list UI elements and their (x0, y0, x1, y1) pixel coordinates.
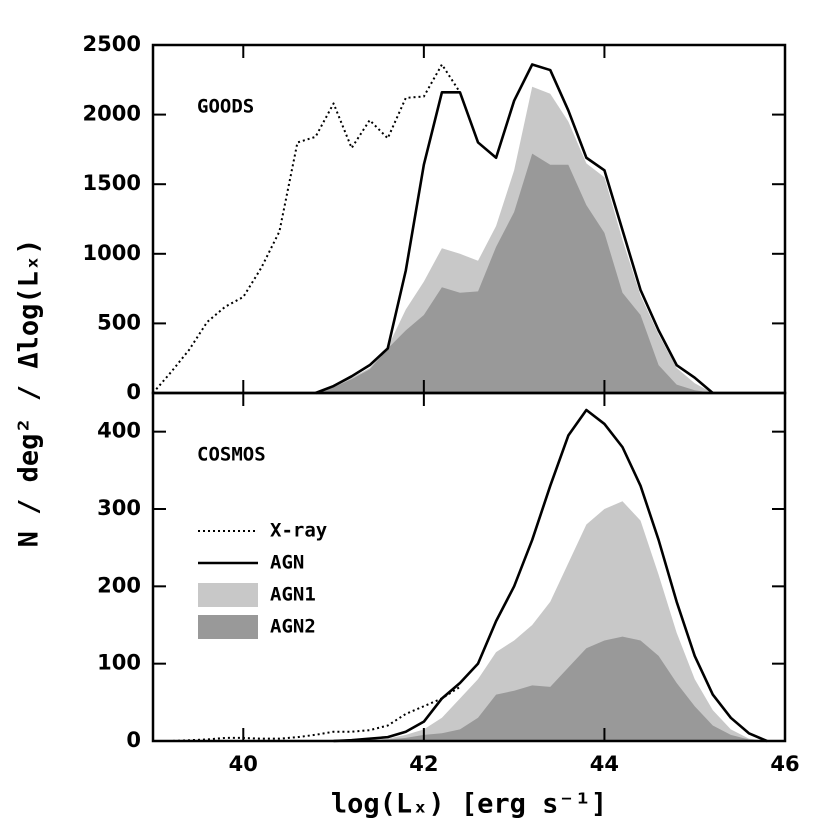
y-tick-label: 300 (97, 496, 141, 520)
line (152, 63, 461, 394)
area (315, 153, 713, 393)
y-tick-label: 1000 (83, 241, 141, 265)
y-tick-label: 2000 (83, 102, 141, 126)
y-tick-label: 200 (97, 573, 141, 597)
y-tick-label: 400 (97, 419, 141, 443)
legend-swatch (198, 583, 258, 607)
y-tick-label: 500 (97, 310, 141, 334)
x-tick-label: 44 (590, 752, 619, 776)
x-tick-label: 42 (409, 752, 438, 776)
legend-swatch (198, 615, 258, 639)
legend-label: X-ray (270, 520, 327, 542)
area (333, 636, 767, 741)
y-tick-label: 1500 (83, 171, 141, 195)
panel-label: COSMOS (197, 444, 266, 466)
line (153, 686, 461, 742)
x-tick-label: 46 (770, 752, 799, 776)
line (315, 63, 714, 395)
line (333, 408, 768, 743)
plot-frame (151, 391, 787, 743)
x-axis-label: log(Lₓ) [erg s⁻¹] (331, 789, 607, 820)
x-tick-label: 40 (229, 752, 258, 776)
y-axis-label: N / deg² / Δlog(Lₓ) (14, 239, 45, 548)
y-tick-label: 0 (126, 728, 141, 752)
legend-label: AGN2 (270, 616, 316, 638)
legend-label: AGN (270, 552, 304, 574)
y-tick-label: 0 (126, 380, 141, 404)
panel-label: GOODS (197, 96, 254, 118)
y-tick-label: 100 (97, 651, 141, 675)
y-tick-label: 2500 (83, 32, 141, 56)
legend-label: AGN1 (270, 584, 316, 606)
